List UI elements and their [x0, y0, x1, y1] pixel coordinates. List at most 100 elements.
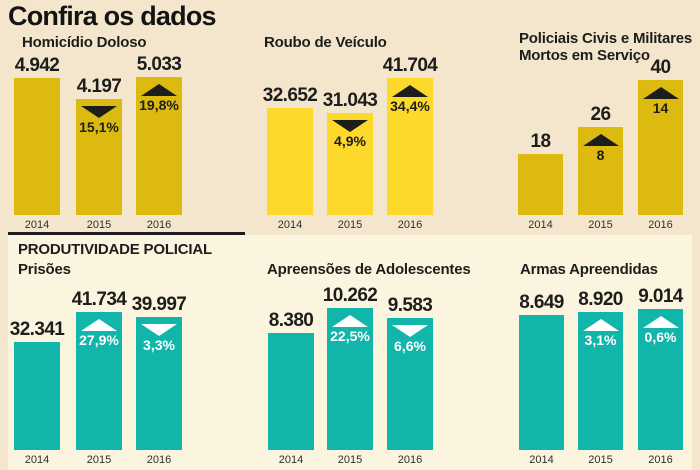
year-label: 2014 [529, 454, 554, 466]
value-label: 26 [590, 104, 612, 125]
year-label: 2016 [397, 219, 423, 231]
change-label: 22,5% [330, 328, 370, 344]
value-label: 41.704 [382, 55, 438, 76]
bar-2016: 6,6% [387, 318, 433, 450]
value-label: 8.920 [578, 289, 623, 310]
chart-homicidio-doloso-col-2014: 4.942 2014 [14, 50, 60, 231]
bar-2015: 22,5% [327, 308, 373, 450]
chart-roubo-veiculo-col-2014: 32.652 2014 [263, 50, 318, 231]
chart-apreensoes-col-2015: 10.262 22,5% 2015 [323, 286, 378, 466]
change-label: 19,8% [139, 97, 179, 113]
bar-2014 [14, 342, 60, 450]
chart-title-roubo-de-veiculo: Roubo de Veículo [264, 34, 387, 51]
arrow-up-icon [332, 315, 368, 327]
change-label: 6,6% [394, 338, 426, 354]
arrow-up-icon [642, 87, 679, 99]
change-label: 34,4% [390, 98, 430, 114]
bar-2016: 3,3% [136, 317, 182, 450]
year-label: 2016 [648, 219, 673, 231]
value-label: 41.734 [71, 289, 127, 310]
value-label: 31.043 [322, 90, 378, 111]
arrow-down-icon [141, 324, 177, 336]
chart-title-apreensoes-adolescentes: Apreensões de Adolescentes [267, 261, 471, 278]
chart-prisoes-col-2014: 32.341 2014 [10, 300, 65, 466]
bar-2015: 27,9% [76, 312, 122, 450]
bar-2016: 34,4% [387, 78, 433, 215]
change-label: 3,3% [143, 337, 175, 353]
bar-2015: 8 [578, 127, 623, 215]
bar-2016: 14 [638, 80, 683, 215]
bar-2015: 3,1% [578, 312, 623, 450]
value-label: 10.262 [322, 285, 378, 306]
chart-apreensoes-col-2016: 9.583 6,6% 2016 [387, 296, 433, 466]
bar-2014 [518, 154, 563, 215]
section-label-produtividade: PRODUTIVIDADE POLICIAL [18, 241, 212, 258]
arrow-up-icon [642, 316, 679, 328]
chart-title-prisoes: Prisões [18, 261, 71, 278]
bar-2014 [14, 78, 60, 215]
year-label: 2016 [146, 219, 172, 231]
arrow-up-icon [582, 319, 619, 331]
value-label: 18 [530, 131, 552, 152]
change-label: 14 [652, 100, 669, 116]
chart-prisoes-col-2016: 39.997 3,3% 2016 [132, 295, 187, 466]
arrow-down-icon [81, 106, 117, 118]
chart-roubo-veiculo-col-2016: 41.704 34,4% 2016 [383, 50, 438, 231]
change-label: 3,1% [584, 332, 617, 348]
chart-roubo-veiculo-col-2015: 31.043 4,9% 2015 [323, 50, 378, 231]
year-label: 2016 [397, 454, 423, 466]
year-label: 2016 [648, 454, 673, 466]
arrow-up-icon [141, 84, 177, 96]
chart-armas-col-2014: 8.649 2014 [519, 293, 564, 466]
year-label: 2014 [24, 219, 50, 231]
value-label: 32.652 [262, 85, 318, 106]
value-label: 39.997 [131, 294, 187, 315]
bar-2015: 15,1% [76, 99, 122, 215]
value-label: 9.583 [387, 295, 433, 316]
bar-2014 [267, 108, 313, 215]
value-label: 40 [650, 57, 672, 78]
value-label: 5.033 [136, 54, 182, 75]
arrow-down-icon [392, 325, 428, 337]
change-label: 4,9% [334, 133, 366, 149]
page-title: Confira os dados [8, 1, 217, 31]
year-label: 2015 [337, 219, 363, 231]
year-label: 2015 [337, 454, 363, 466]
bar-2014 [519, 315, 564, 450]
year-label: 2014 [278, 454, 304, 466]
change-label: 15,1% [79, 119, 119, 135]
change-label: 0,6% [644, 329, 677, 345]
chart-armas-col-2015: 8.920 3,1% 2015 [578, 290, 623, 466]
year-label: 2015 [588, 219, 613, 231]
change-label: 8 [596, 147, 605, 163]
chart-policiais-col-2016: 40 14 2016 [638, 50, 683, 231]
arrow-up-icon [81, 319, 117, 331]
value-label: 9.014 [638, 286, 683, 307]
change-label: 27,9% [79, 332, 119, 348]
year-label: 2016 [146, 454, 172, 466]
value-label: 4.197 [76, 76, 122, 97]
year-label: 2014 [277, 219, 303, 231]
chart-title-homicidio-doloso: Homicídio Doloso [22, 34, 147, 51]
section-divider-rule [8, 232, 245, 235]
chart-homicidio-doloso-col-2016: 5.033 19,8% 2016 [136, 50, 182, 231]
chart-policiais-col-2015: 26 8 2015 [578, 50, 623, 231]
value-label: 4.942 [14, 55, 60, 76]
year-label: 2015 [588, 454, 613, 466]
value-label: 8.649 [519, 292, 564, 313]
chart-homicidio-doloso-col-2015: 4.197 15,1% 2015 [76, 50, 122, 231]
chart-title-armas-apreendidas: Armas Apreendidas [520, 261, 658, 278]
chart-prisoes-col-2015: 41.734 27,9% 2015 [72, 290, 127, 466]
year-label: 2014 [24, 454, 50, 466]
chart-title-policiais-mortos: Policiais Civis e Militares Mortos em Se… [519, 30, 693, 65]
chart-policiais-col-2014: 18 2014 [518, 50, 563, 231]
year-label: 2015 [86, 454, 112, 466]
bar-2014 [268, 333, 314, 450]
chart-apreensoes-col-2014: 8.380 2014 [268, 300, 314, 466]
arrow-up-icon [392, 85, 428, 97]
bar-2016: 0,6% [638, 309, 683, 450]
year-label: 2015 [86, 219, 112, 231]
year-label: 2014 [528, 219, 553, 231]
chart-armas-col-2016: 9.014 0,6% 2016 [638, 287, 683, 466]
